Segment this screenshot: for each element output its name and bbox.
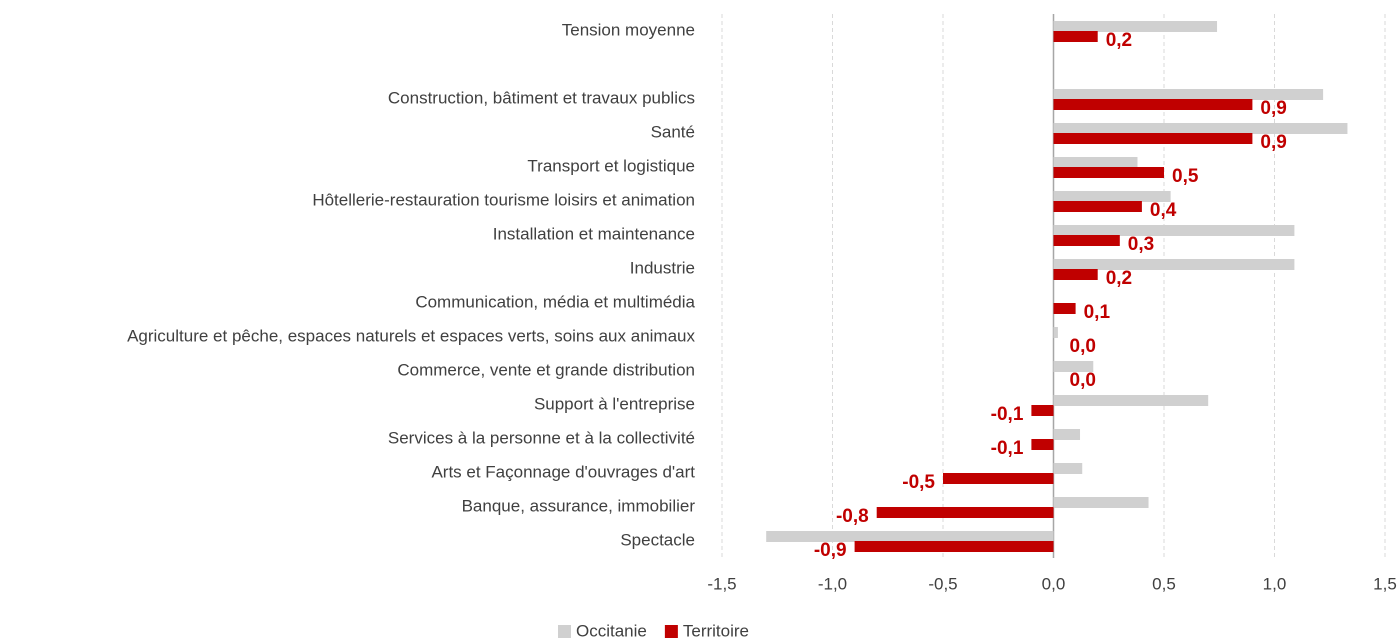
bar [1053,259,1295,270]
x-tick-label: 0,5 [1152,574,1176,593]
y-tick-label: Installation et maintenance [493,224,695,243]
value-label: 0,1 [1084,302,1111,323]
y-tick-label: Services à la personne et à la collectiv… [388,428,695,447]
bar [1053,191,1171,202]
bar [1053,463,1083,474]
bar [1053,269,1098,280]
bar [1053,99,1253,110]
bar [1053,31,1098,42]
bar [1053,123,1348,134]
value-label: -0,5 [902,472,935,493]
value-label: -0,9 [814,540,847,561]
value-label: 0,2 [1106,30,1132,51]
value-label: 0,4 [1150,200,1177,221]
legend-swatch [664,625,678,638]
value-label: 0,9 [1260,132,1286,153]
y-tick-label: Agriculture et pêche, espaces naturels e… [127,326,695,345]
bar [876,507,1054,518]
x-tick-label: -1,5 [707,574,736,593]
bar [1053,235,1120,246]
bar [766,531,1054,542]
legend-label: Territoire [683,621,749,640]
y-tick-label: Tension moyenne [562,20,695,39]
value-label: -0,1 [991,438,1024,459]
bar [1053,395,1209,406]
value-label: 0,2 [1106,268,1132,289]
x-tick-label: 0,0 [1042,574,1066,593]
value-label: 0,0 [1070,370,1096,391]
value-label: 0,3 [1128,234,1154,255]
bar [1031,405,1054,416]
y-tick-label: Support à l'entreprise [534,394,695,413]
bar [1053,327,1058,338]
bar [1053,497,1149,508]
y-tick-label: Communication, média et multimédia [415,292,695,311]
x-tick-label: -0,5 [928,574,957,593]
value-label: -0,8 [836,506,869,527]
bar [1053,303,1076,314]
y-tick-label: Santé [651,122,695,141]
x-tick-label: 1,5 [1373,574,1397,593]
bar [1053,429,1081,440]
bar [1053,21,1218,32]
y-tick-label: Commerce, vente et grande distribution [397,360,695,379]
bar [854,541,1054,552]
value-label: 0,5 [1172,166,1199,187]
bar [1053,89,1324,100]
x-tick-label: -1,0 [818,574,847,593]
y-tick-label: Banque, assurance, immobilier [462,496,696,515]
bar [1053,361,1094,372]
legend-swatch [558,625,571,638]
bar [1053,167,1164,178]
y-tick-label: Arts et Façonnage d'ouvrages d'art [431,462,695,481]
y-tick-label: Hôtellerie-restauration tourisme loisirs… [312,190,695,209]
y-tick-label: Construction, bâtiment et travaux public… [388,88,695,107]
bar [1053,157,1138,168]
value-label: 0,9 [1260,98,1286,119]
y-tick-label: Spectacle [620,530,695,549]
bar [943,473,1054,484]
legend-label: Occitanie [576,621,647,640]
y-tick-label: Transport et logistique [527,156,695,175]
x-tick-label: 1,0 [1263,574,1287,593]
value-label: 0,0 [1070,336,1096,357]
bar [1031,439,1054,450]
y-tick-label: Industrie [630,258,695,277]
bar [1053,225,1295,236]
bar [1053,201,1142,212]
value-label: -0,1 [991,404,1024,425]
bar [1053,133,1253,144]
